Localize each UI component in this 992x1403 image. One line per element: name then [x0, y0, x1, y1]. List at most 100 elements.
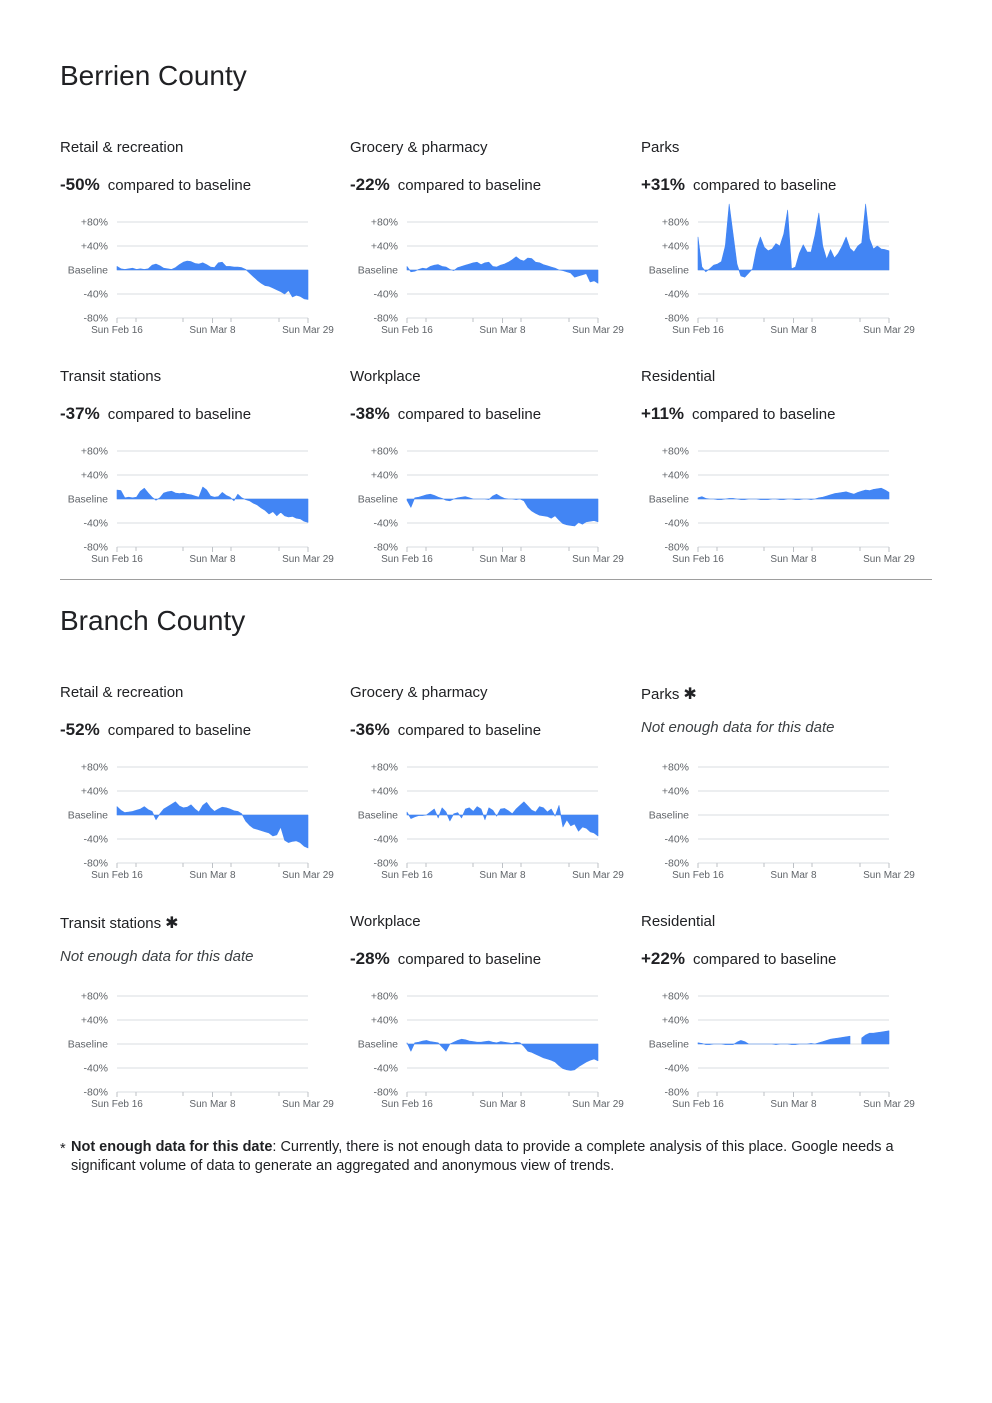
change-value: +11% compared to baseline	[641, 404, 835, 424]
mobility-area-chart: +80% +40% Baseline -40% -80%Sun Feb 16 Sun Ma…	[68, 446, 335, 566]
county-title: Berrien County	[60, 60, 247, 91]
mobility-area-chart: +80% +40% Baseline -40% -80%Sun Feb 16 Sun Ma…	[68, 991, 335, 1111]
mobility-panel-parks: Parks ✱ Not enough data for this date +80% +…	[641, 684, 921, 884]
x-tick-label: Sun Mar 29	[282, 325, 334, 336]
change-value: -50% compared to baseline	[60, 175, 251, 195]
y-tick-label: -80%	[83, 1087, 108, 1099]
x-tick-label: Sun Feb 16	[91, 870, 143, 881]
panel-title: Transit stations	[60, 368, 161, 385]
x-tick-label: Sun Mar 8	[479, 1099, 526, 1110]
compared-label: compared to baseline	[397, 406, 542, 423]
x-tick-label: Sun Mar 29	[572, 1099, 624, 1110]
y-tick-label: Baseline	[68, 1039, 108, 1051]
panel-title: Parks ✱	[641, 684, 697, 704]
series-area	[116, 486, 309, 523]
change-percent: -22%	[350, 175, 390, 194]
compared-label: compared to baseline	[397, 177, 542, 194]
mobility-panel-retail-recreation: Retail & recreation -50% compared to basel…	[60, 139, 340, 339]
y-tick-label: +80%	[81, 446, 108, 458]
not-enough-data-text: Not enough data for this date	[641, 719, 835, 736]
footnote-marker: *	[60, 1141, 66, 1157]
series-area	[697, 487, 890, 500]
mobility-area-chart: +80% +40% Baseline -40% -80%Sun Feb 16 Sun Ma…	[68, 217, 335, 337]
change-value: -38% compared to baseline	[350, 404, 541, 424]
mobility-panel-retail-recreation: Retail & recreation -52% compared to basel…	[60, 684, 340, 884]
x-tick-label: Sun Feb 16	[381, 325, 433, 336]
x-tick-label: Sun Mar 29	[863, 870, 915, 881]
change-value: +31% compared to baseline	[641, 175, 836, 195]
panel-title: Transit stations ✱	[60, 913, 179, 933]
panel-title-label: Grocery & pharmacy	[350, 139, 488, 156]
panel-title: Retail & recreation	[60, 684, 183, 701]
change-value: -52% compared to baseline	[60, 720, 251, 740]
panel-title: Workplace	[350, 368, 421, 385]
y-tick-label: +80%	[371, 446, 398, 458]
y-tick-label: -80%	[83, 313, 108, 325]
y-tick-label: +40%	[662, 241, 689, 253]
y-tick-label: -80%	[664, 313, 689, 325]
y-tick-label: -40%	[373, 518, 398, 530]
panel-title: Retail & recreation	[60, 139, 183, 156]
change-percent: -37%	[60, 404, 100, 423]
mobility-panel-transit-stations: Transit stations -37% compared to baseline…	[60, 368, 340, 568]
mobility-panel-residential: Residential +11% compared to baseline +80% +…	[641, 368, 921, 568]
y-tick-label: +40%	[662, 786, 689, 798]
y-tick-label: +40%	[371, 470, 398, 482]
x-tick-label: Sun Mar 8	[770, 870, 817, 881]
footnote-term: Not enough data for this date	[71, 1139, 273, 1155]
change-percent: +11%	[641, 404, 685, 423]
mobility-area-chart: +80% +40% Baseline -40% -80%Sun Feb 16 Sun Ma…	[649, 446, 916, 566]
y-tick-label: Baseline	[358, 810, 398, 822]
y-tick-label: -80%	[83, 858, 108, 870]
y-tick-label: Baseline	[68, 494, 108, 506]
y-tick-label: +40%	[81, 786, 108, 798]
mobility-area-chart: +80% +40% Baseline -40% -80%Sun Feb 16 Sun Ma…	[649, 991, 916, 1111]
y-tick-label: -80%	[373, 858, 398, 870]
series-area	[406, 801, 599, 837]
compared-label: compared to baseline	[107, 177, 252, 194]
compared-label: compared to baseline	[692, 951, 837, 968]
x-tick-label: Sun Feb 16	[381, 1099, 433, 1110]
footnote: * Not enough data for this date: Current…	[60, 1138, 920, 1176]
change-percent: +22%	[641, 949, 685, 968]
mobility-area-chart: +80% +40% Baseline -40% -80%Sun Feb 16 Sun Ma…	[358, 217, 625, 337]
insufficient-data-icon: ✱	[683, 686, 697, 703]
y-tick-label: +40%	[371, 786, 398, 798]
y-tick-label: -40%	[664, 289, 689, 301]
y-tick-label: +40%	[371, 1015, 398, 1027]
panel-title: Residential	[641, 368, 715, 385]
y-tick-label: -80%	[83, 542, 108, 554]
x-tick-label: Sun Mar 8	[189, 554, 236, 565]
series-area	[697, 1035, 851, 1045]
compared-label: compared to baseline	[397, 722, 542, 739]
y-tick-label: +80%	[81, 991, 108, 1003]
mobility-panel-residential: Residential +22% compared to baseline +80% +…	[641, 913, 921, 1113]
y-tick-label: Baseline	[358, 265, 398, 277]
footnote-body: : Currently, there is not enough data to…	[71, 1139, 894, 1174]
y-tick-label: Baseline	[68, 265, 108, 277]
change-value: -28% compared to baseline	[350, 949, 541, 969]
mobility-panel-transit-stations: Transit stations ✱ Not enough data for thi…	[60, 913, 340, 1113]
series-area	[406, 493, 599, 527]
x-tick-label: Sun Mar 29	[572, 554, 624, 565]
y-tick-label: -40%	[664, 1063, 689, 1075]
panel-title-label: Retail & recreation	[60, 139, 184, 156]
compared-label: compared to baseline	[107, 722, 252, 739]
y-tick-label: +80%	[81, 762, 108, 774]
panel-title: Parks	[641, 139, 679, 156]
y-tick-label: +40%	[371, 241, 398, 253]
y-tick-label: -40%	[83, 1063, 108, 1075]
footnote-text: Not enough data for this date: Currently…	[60, 1138, 920, 1176]
change-percent: -38%	[350, 404, 390, 423]
series-area	[406, 256, 599, 284]
y-tick-label: +80%	[371, 991, 398, 1003]
y-tick-label: +40%	[81, 1015, 108, 1027]
change-percent: -28%	[350, 949, 390, 968]
y-tick-label: +40%	[81, 241, 108, 253]
mobility-panel-grocery-pharmacy: Grocery & pharmacy -36% compared to baseli…	[350, 684, 630, 884]
x-tick-label: Sun Mar 8	[770, 554, 817, 565]
x-tick-label: Sun Mar 29	[572, 870, 624, 881]
x-tick-label: Sun Mar 8	[189, 870, 236, 881]
change-percent: -36%	[350, 720, 390, 739]
x-tick-label: Sun Mar 8	[189, 1099, 236, 1110]
